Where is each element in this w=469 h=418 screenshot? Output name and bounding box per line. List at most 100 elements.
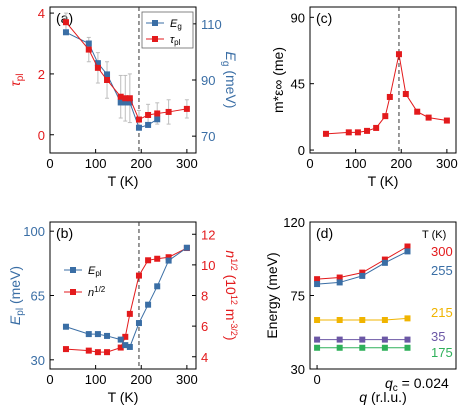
series-Eg-point xyxy=(126,99,133,106)
y-left-tick-label: 4 xyxy=(38,6,45,21)
series-Eg-point xyxy=(122,99,129,106)
y-axis-label: m*ε∞ (me) xyxy=(270,47,286,113)
series-Epl-point xyxy=(85,331,92,338)
y-right-tick-label: 70 xyxy=(201,129,215,144)
series-mstar-point xyxy=(354,129,361,136)
legend-n-half-marker xyxy=(70,289,76,295)
series-Eg-point xyxy=(154,116,161,123)
panel-label: (c) xyxy=(316,10,332,26)
series-255K-point xyxy=(359,272,366,279)
y-tick-label: 45 xyxy=(291,77,305,92)
label-175K: 175 xyxy=(431,345,453,360)
series-175K-point xyxy=(381,344,388,351)
y-right-axis-label: Eg (meV) xyxy=(220,52,239,109)
series-255K-point xyxy=(336,279,343,286)
y-tick-label: 90 xyxy=(291,10,305,25)
panel-b: (b) 0 100 200 300 T (K) 30 65 100 4 6 8 10 12 Epl (meV… xyxy=(7,221,239,405)
series-n-half-point xyxy=(135,272,142,279)
y-left-axis-label: Epl (meV) xyxy=(7,266,26,325)
y-tick-label: 120 xyxy=(283,215,305,230)
series-n-half-point xyxy=(94,349,101,356)
series-35K-point xyxy=(314,336,321,343)
x-tick-label: 100 xyxy=(85,156,107,171)
series-tau-pl-point xyxy=(126,95,133,102)
y-axis-label: Energy (meV) xyxy=(264,252,280,338)
y-right-tick-label: 4 xyxy=(201,350,208,365)
series-Epl-point xyxy=(165,257,172,264)
series-mstar-point xyxy=(425,114,432,121)
series-300K-point xyxy=(404,243,411,250)
series-mstar-point xyxy=(345,129,352,136)
series-35K-point xyxy=(336,336,343,343)
legend-Eg-label: Eg xyxy=(170,18,182,31)
series-Epl-point xyxy=(122,342,129,349)
x-tick-label: 0 xyxy=(313,372,320,387)
x-tick-label: 200 xyxy=(130,372,152,387)
panel-d: (d) 30 75 120 0 q (r.l.u.) Energy (meV) qc = 0.… xyxy=(264,215,457,405)
series-mstar-point xyxy=(395,51,402,58)
series-n-half-point xyxy=(85,347,92,354)
label-255K: 255 xyxy=(431,263,453,278)
series-Epl-point xyxy=(145,301,152,308)
series-mstar-point xyxy=(373,124,380,131)
y-right-tick-label: 90 xyxy=(201,73,215,88)
series-35K-point xyxy=(404,336,411,343)
panel-label: (b) xyxy=(56,225,73,241)
y-left-axis-label: τpl xyxy=(7,73,26,86)
series-tau-pl-point xyxy=(183,105,190,112)
series-Epl-point xyxy=(183,244,190,251)
series-Eg-point xyxy=(135,124,142,131)
series-215K-point xyxy=(336,317,343,323)
series-Epl-point xyxy=(135,320,142,327)
series-n-half-point xyxy=(145,257,152,264)
legend-Epl-label: Epl xyxy=(88,265,102,278)
series-Epl-point xyxy=(62,323,69,330)
y-right-tick-label: 12 xyxy=(201,227,215,242)
series-tau-pl-point xyxy=(122,95,129,102)
series-Epl-point xyxy=(126,343,133,350)
series-215K-point xyxy=(404,315,411,322)
series-n-half-point xyxy=(62,346,69,353)
y-left-tick-label: 2 xyxy=(38,67,45,82)
y-right-axis-label: n1/2 (1012 m-3/2) xyxy=(223,250,239,340)
legend-box xyxy=(141,11,194,49)
x-axis-label: T (K) xyxy=(108,389,139,405)
series-300K-point xyxy=(336,274,343,281)
legend-Epl-marker xyxy=(70,267,76,273)
x-tick-label: 0 xyxy=(46,156,53,171)
series-215K-point xyxy=(359,317,366,323)
series-300K-point xyxy=(381,256,388,263)
series-mstar-point xyxy=(414,108,421,115)
series-mstar-point xyxy=(364,127,371,134)
x-tick-label: 100 xyxy=(85,372,107,387)
panel-label: (d) xyxy=(316,225,333,241)
series-Eg-point xyxy=(117,99,124,106)
x-tick-label: 0 xyxy=(306,156,313,171)
label-300K: 300 xyxy=(431,244,453,259)
series-175K-point xyxy=(336,344,343,351)
x-axis-label: T (K) xyxy=(108,173,139,189)
plot-frame xyxy=(309,6,457,154)
y-tick-label: 30 xyxy=(291,362,305,377)
x-tick-label: 100 xyxy=(345,156,367,171)
series-tau-pl-point xyxy=(135,116,142,123)
series-mstar-point xyxy=(402,91,409,98)
x-tick-label: 300 xyxy=(176,156,198,171)
series-Eg-point xyxy=(145,121,152,128)
series-tau-pl-point xyxy=(145,111,152,118)
series-mstar-line xyxy=(325,54,447,135)
x-tick-label: 200 xyxy=(390,156,412,171)
series-tau-pl-point xyxy=(62,19,69,26)
label-35K: 35 xyxy=(431,329,445,344)
y-left-tick-label: 0 xyxy=(38,128,45,143)
series-tau-pl-point xyxy=(85,46,92,53)
x-axis-label: q (r.l.u.) xyxy=(359,389,406,405)
series-tau-pl-point xyxy=(94,64,101,71)
series-Eg-point xyxy=(94,60,101,67)
legend-n-half-label: n1/2 xyxy=(88,285,106,299)
series-Eg-point xyxy=(85,40,92,47)
series-255K-line xyxy=(317,250,408,285)
series-300K-point xyxy=(359,269,366,276)
series-n-half-point xyxy=(122,333,129,340)
